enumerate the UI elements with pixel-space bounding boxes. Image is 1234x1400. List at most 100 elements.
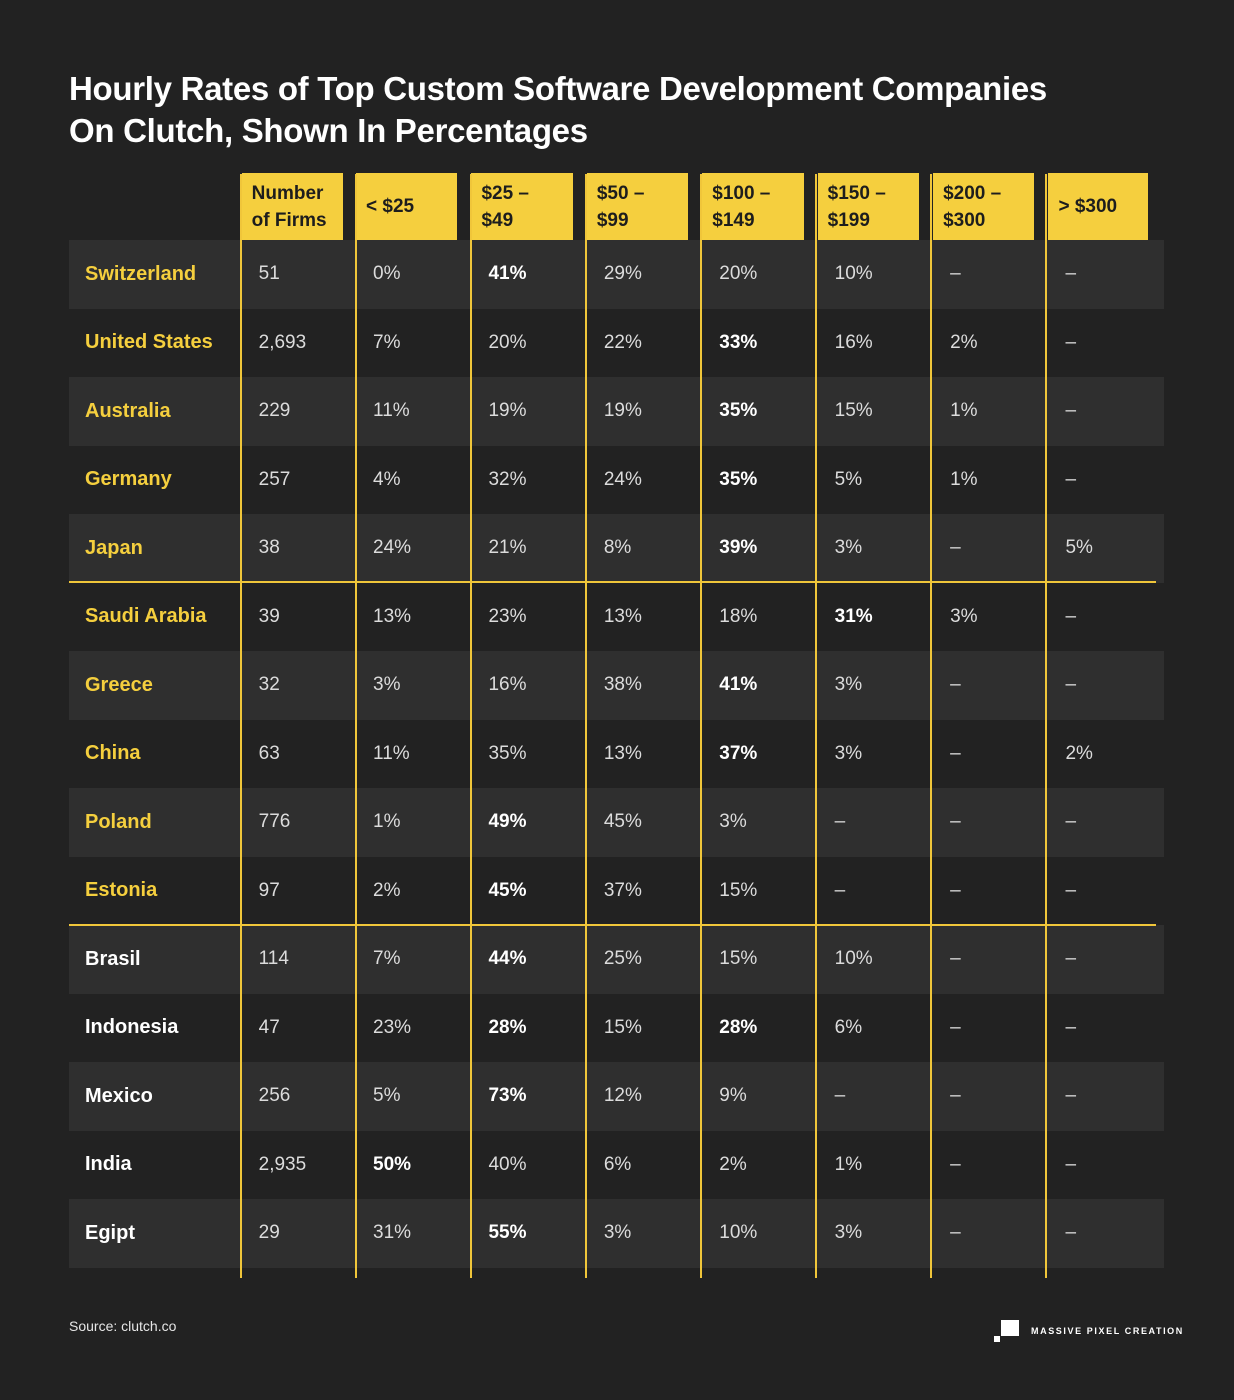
rate-cell: 2% xyxy=(1048,719,1164,788)
column-header-line: $149 xyxy=(712,209,755,231)
firm-count-cell: 47 xyxy=(241,993,357,1062)
rate-cell: 32% xyxy=(471,445,587,514)
rate-cell: 7% xyxy=(356,308,472,377)
firm-count-cell: 229 xyxy=(241,377,357,446)
rate-cell: 1% xyxy=(817,1130,934,1199)
column-separator xyxy=(700,174,702,1278)
country-cell: Brasil xyxy=(69,925,242,994)
rate-cell: 8% xyxy=(586,514,703,583)
brand-mark-icon xyxy=(994,1320,1020,1342)
rates-table: Number of Firms < $25 $25 – $49 $50 – $99 $100 … xyxy=(69,173,1164,1268)
column-header-line: Number xyxy=(251,182,324,204)
rate-cell: 35% xyxy=(702,377,818,446)
table-row: Estonia 97 2% 45% 37% 15% – – – xyxy=(69,856,1164,925)
country-cell: Egipt xyxy=(69,1199,242,1268)
rate-cell: 1% xyxy=(356,788,472,857)
table-row: China 63 11% 35% 13% 37% 3% –2% xyxy=(69,719,1164,788)
firm-count-cell: 32 xyxy=(241,651,357,720)
country-cell: United States xyxy=(69,308,242,377)
column-header: > $300 xyxy=(1048,173,1164,240)
country-cell: Greece xyxy=(69,651,242,720)
rate-cell: 16% xyxy=(471,651,587,720)
brand-logo: MASSIVE PIXEL CREATION xyxy=(994,1320,1184,1342)
rate-cell: 6% xyxy=(817,993,934,1062)
rate-cell: 9% xyxy=(702,1062,818,1131)
rate-cell: 10% xyxy=(702,1199,818,1268)
rate-cell: 20% xyxy=(471,308,587,377)
rate-cell: 40% xyxy=(471,1130,587,1199)
rate-cell: 16% xyxy=(817,308,934,377)
firm-count-cell: 256 xyxy=(241,1062,357,1131)
rate-cell: – xyxy=(1048,582,1164,651)
rate-cell: 15% xyxy=(702,856,818,925)
rate-cell: 6% xyxy=(586,1130,703,1199)
rate-cell: – xyxy=(933,240,1049,309)
table-row: Greece 32 3% 16% 38% 41% 3% – – xyxy=(69,651,1164,720)
rate-cell: – xyxy=(1048,788,1164,857)
rate-cell: – xyxy=(933,1199,1049,1268)
rate-cell: – xyxy=(933,925,1049,994)
rate-cell: 35% xyxy=(471,719,587,788)
column-header-label: $200 – $300 xyxy=(933,173,1035,240)
column-separator xyxy=(240,174,242,1278)
firm-count-cell: 2,935 xyxy=(241,1130,357,1199)
column-header: $100 – $149 xyxy=(702,173,817,240)
rate-cell: 21% xyxy=(471,514,587,583)
rate-cell: – xyxy=(1048,651,1164,720)
table-row: Saudi Arabia 39 13% 23% 13% 18% 31% 3% – xyxy=(69,582,1164,651)
rate-cell: 37% xyxy=(586,856,703,925)
column-header-label: > $300 xyxy=(1048,173,1148,240)
chart-title-line-2: On Clutch, Shown In Percentages xyxy=(69,112,588,149)
rate-cell: 0% xyxy=(356,240,472,309)
rate-cell: 3% xyxy=(817,514,934,583)
rate-cell: 29% xyxy=(586,240,703,309)
rate-cell: 10% xyxy=(817,925,934,994)
rate-cell: 23% xyxy=(356,993,472,1062)
rate-cell: 22% xyxy=(586,308,703,377)
rate-cell: – xyxy=(933,788,1049,857)
rate-cell: 2% xyxy=(702,1130,818,1199)
table-row: Australia 229 11% 19% 19% 35% 15% 1% – xyxy=(69,377,1164,446)
column-separator xyxy=(585,174,587,1278)
rate-cell: 24% xyxy=(586,445,703,514)
table-row: United States 2,693 7% 20% 22% 33% 16% 2% – xyxy=(69,308,1164,377)
column-separator xyxy=(815,174,817,1278)
table-row: Egipt 29 31% 55% 3% 10% 3% – – xyxy=(69,1199,1164,1268)
firm-count-cell: 97 xyxy=(241,856,357,925)
rate-cell: 3% xyxy=(356,651,472,720)
rate-cell: 45% xyxy=(586,788,703,857)
column-header-line: $150 – xyxy=(827,182,886,204)
rate-cell: 3% xyxy=(817,719,934,788)
country-cell: Germany xyxy=(69,445,242,514)
rate-cell: 41% xyxy=(471,240,587,309)
column-header-label: $100 – $149 xyxy=(702,173,804,240)
column-header: $25 – $49 xyxy=(471,173,586,240)
column-header-label: < $25 xyxy=(356,173,458,240)
rate-cell: 13% xyxy=(586,719,703,788)
rate-cell: 3% xyxy=(817,651,934,720)
column-header-line: $200 – xyxy=(943,182,1002,204)
country-cell: Poland xyxy=(69,788,242,857)
column-header-label: $150 – $199 xyxy=(817,173,920,240)
column-header-line: $99 xyxy=(596,209,629,231)
column-header-label: $50 – $99 xyxy=(586,173,689,240)
rate-cell: 37% xyxy=(702,719,818,788)
column-header: Number of Firms xyxy=(241,173,356,240)
rate-cell: 44% xyxy=(471,925,587,994)
rate-cell: 23% xyxy=(471,582,587,651)
column-separator xyxy=(470,174,472,1278)
rate-cell: 10% xyxy=(817,240,934,309)
chart-title-line-1: Hourly Rates of Top Custom Software Deve… xyxy=(69,70,1047,107)
rate-cell: 15% xyxy=(702,925,818,994)
table-row: Japan 38 24% 21% 8% 39% 3% –5% xyxy=(69,514,1164,583)
rate-cell: 49% xyxy=(471,788,587,857)
rate-cell: 31% xyxy=(817,582,934,651)
rate-cell: 1% xyxy=(933,377,1049,446)
rate-cell: – xyxy=(1048,1199,1164,1268)
rate-cell: 19% xyxy=(471,377,587,446)
country-cell: Australia xyxy=(69,377,242,446)
column-header-line: $49 xyxy=(481,209,514,231)
table-row: Germany 257 4% 32% 24% 35% 5% 1% – xyxy=(69,445,1164,514)
firm-count-cell: 29 xyxy=(241,1199,357,1268)
chart-title: Hourly Rates of Top Custom Software Deve… xyxy=(69,68,1169,152)
